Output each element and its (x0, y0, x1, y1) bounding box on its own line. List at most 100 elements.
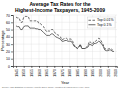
legend-swatch (88, 24, 95, 25)
y-tick: 10 (6, 57, 13, 61)
x-tick: 1980 (68, 66, 72, 77)
x-tick-label: 1980 (68, 69, 72, 77)
grid-line-x (77, 15, 78, 66)
x-tick-mark (16, 66, 17, 68)
x-tick-mark (54, 66, 55, 68)
x-tick-mark (85, 66, 86, 68)
legend-label: Top 0.1% (97, 23, 112, 27)
grid-line-x (31, 15, 32, 66)
y-tick-mark (11, 37, 13, 38)
x-tick-mark (24, 66, 25, 68)
x-tick: 1970 (53, 66, 57, 77)
x-tick: 2000 (99, 66, 103, 77)
y-tick-mark (11, 66, 13, 67)
grid (13, 15, 117, 66)
x-tick: 1955 (30, 66, 34, 77)
grid-line-x (54, 15, 55, 66)
y-tick: 70 (6, 14, 13, 18)
x-tick-mark (115, 66, 116, 68)
x-axis-title: Year (61, 80, 70, 85)
x-tick-mark (100, 66, 101, 68)
x-tick: 1945 (15, 66, 19, 77)
y-tick-label: 30 (6, 43, 10, 47)
annotation: Source: IRS Statistics of Income, Pikett… (2, 86, 89, 89)
x-tick: 1965 (45, 66, 49, 77)
x-tick-mark (31, 66, 32, 68)
x-tick-mark (39, 66, 40, 68)
y-tick-mark (11, 51, 13, 52)
x-tick: 1995 (91, 66, 95, 77)
y-tick-mark (11, 15, 13, 16)
chart-svg: 19451950 1955 19601965 1970 19751980 1985 1990… (0, 0, 120, 89)
x-tick-label: 1965 (45, 69, 49, 77)
x-tick-mark (47, 66, 48, 68)
y-tick-label: 50 (6, 28, 10, 32)
x-tick-mark (62, 66, 63, 68)
x-tick: 1960 (38, 66, 42, 77)
y-tick: 40 (6, 35, 13, 39)
x-axis-line (14, 67, 118, 69)
y-tick-label: 70 (6, 14, 10, 18)
x-axis: 19451950 1955 19601965 1970 19751980 1985 1990… (14, 66, 119, 77)
x-tick-label: 2005 (107, 69, 111, 77)
legend: Top 0.01%Top 0.1% (87, 17, 115, 28)
x-tick-mark (108, 66, 109, 68)
grid-line-x (84, 15, 85, 66)
x-tick: 1985 (76, 66, 80, 77)
x-tick-mark (77, 66, 78, 68)
y-tick-label: 40 (6, 35, 10, 39)
x-tick: 2005 (107, 66, 111, 77)
legend-label: Top 0.01% (97, 18, 114, 22)
y-tick: 60 (6, 21, 13, 25)
x-tick-label: 1970 (53, 69, 57, 77)
line-series (16, 26, 114, 52)
x-tick-label: 1960 (38, 69, 42, 77)
legend-swatch (88, 20, 95, 21)
x-tick-label: 2010 (114, 69, 118, 77)
y-tick: 30 (6, 43, 13, 47)
y-tick-label: 10 (6, 57, 10, 61)
y-tick-mark (11, 22, 13, 23)
y-tick-mark (11, 44, 13, 45)
x-tick-label: 1945 (15, 69, 19, 77)
grid-line-y (13, 36, 117, 37)
x-tick: 1975 (61, 66, 65, 77)
x-tick-label: 1985 (76, 69, 80, 77)
y-tick-label: 20 (6, 50, 10, 54)
grid-line-y (13, 51, 117, 52)
x-tick-mark (93, 66, 94, 68)
chart-container: 19451950 1955 19601965 1970 19751980 1985 1990… (0, 0, 120, 89)
grid-line-x (23, 15, 24, 66)
y-tick: 20 (6, 50, 13, 54)
x-tick-label: 1975 (61, 69, 65, 77)
x-tick-label: 1955 (30, 69, 34, 77)
x-tick-mark (70, 66, 71, 68)
plot-area (16, 16, 114, 51)
x-tick-label: 1990 (84, 69, 88, 77)
legend-item: Top 0.01% (88, 18, 113, 22)
y-axis: 0 10 20 30 40 50 60 70 (6, 14, 13, 69)
x-tick: 1990 (84, 66, 88, 77)
grid-line-x (69, 15, 70, 66)
grid-line-y (13, 29, 117, 30)
y-tick-label: 60 (6, 21, 10, 25)
y-tick: 0 (8, 65, 13, 69)
x-tick-label: 1995 (91, 69, 95, 77)
x-tick-label: 1950 (22, 69, 26, 77)
y-tick-mark (11, 30, 13, 31)
x-tick-label: 2000 (99, 69, 103, 77)
grid-line-x (46, 15, 47, 66)
grid-line-y (13, 15, 117, 16)
x-tick: 2010 (114, 66, 118, 77)
y-axis-line (11, 16, 14, 67)
grid-line-x (16, 15, 17, 66)
y-tick-mark (11, 59, 13, 60)
line-series (16, 16, 114, 50)
y-tick-label: 0 (8, 65, 10, 69)
title-line: Highest-Income Taxpayers, 1945-2009 (15, 7, 105, 13)
y-tick: 50 (6, 28, 13, 32)
y-axis-title: Percentage (0, 30, 5, 51)
legend-item: Top 0.1% (88, 23, 111, 27)
legend-box (87, 17, 115, 28)
title: Average Tax Rates for theHighest-Income … (15, 1, 105, 13)
